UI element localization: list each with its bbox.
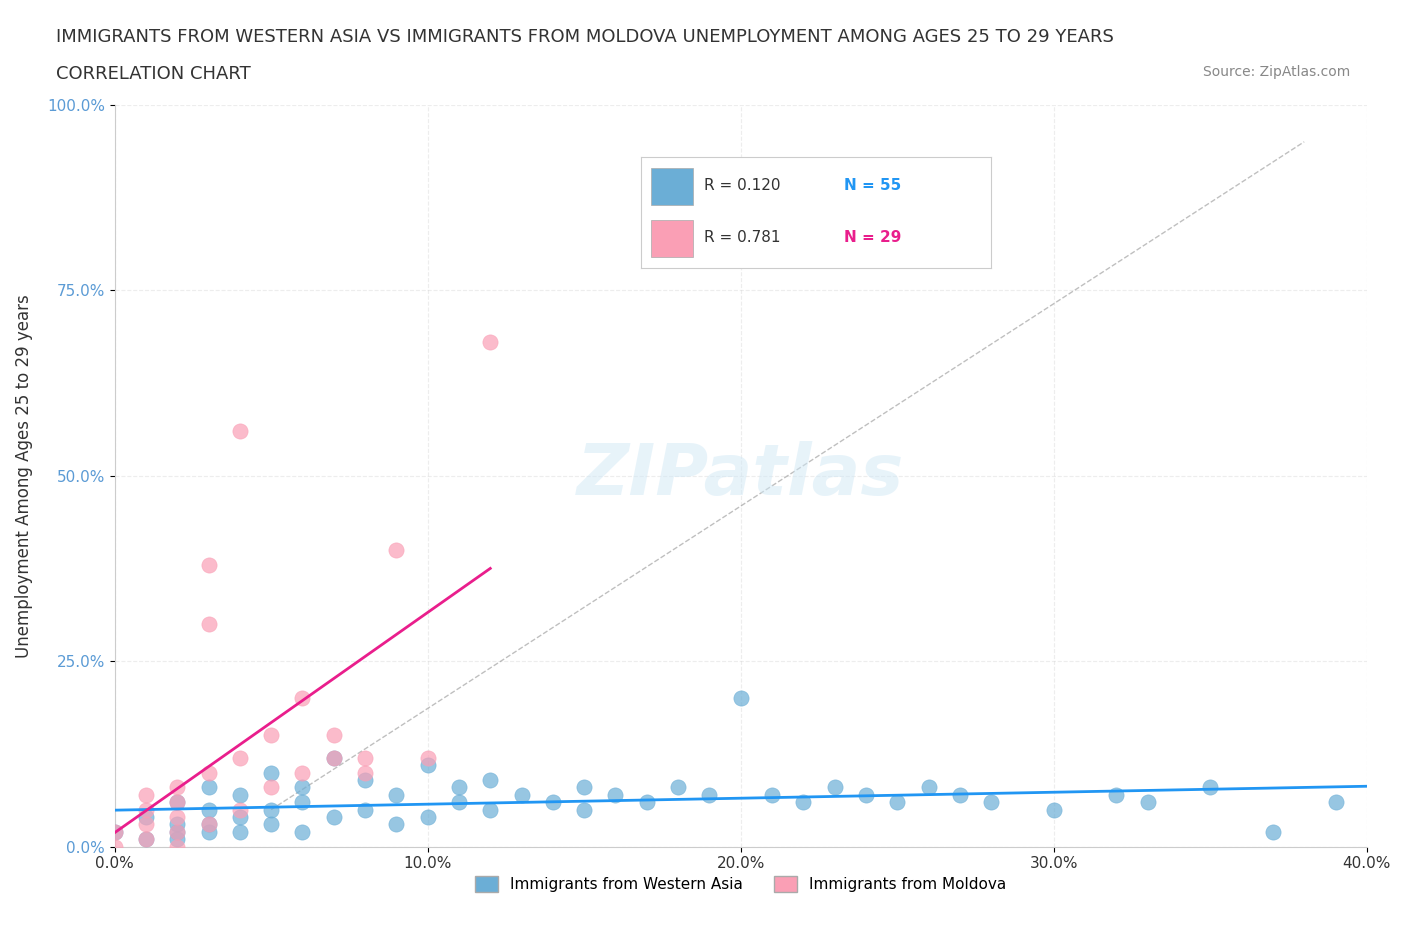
- Point: [260, 817, 283, 832]
- Point: [1261, 825, 1284, 840]
- Point: [354, 765, 377, 780]
- Point: [104, 839, 127, 854]
- Point: [636, 795, 658, 810]
- Point: [291, 691, 314, 706]
- Point: [260, 728, 283, 743]
- Point: [980, 795, 1002, 810]
- Point: [166, 817, 188, 832]
- Point: [666, 780, 689, 795]
- Point: [479, 335, 502, 350]
- Point: [229, 825, 252, 840]
- Point: [135, 817, 157, 832]
- Point: [291, 795, 314, 810]
- Point: [699, 788, 721, 803]
- Point: [135, 832, 157, 847]
- Point: [104, 825, 127, 840]
- Point: [385, 817, 408, 832]
- Point: [135, 788, 157, 803]
- Point: [730, 691, 752, 706]
- Point: [229, 788, 252, 803]
- Point: [166, 825, 188, 840]
- Point: [354, 803, 377, 817]
- Legend: Immigrants from Western Asia, Immigrants from Moldova: Immigrants from Western Asia, Immigrants…: [470, 870, 1012, 898]
- Point: [572, 780, 595, 795]
- Point: [605, 788, 627, 803]
- Point: [229, 751, 252, 765]
- Point: [197, 825, 219, 840]
- Point: [166, 810, 188, 825]
- Point: [322, 751, 344, 765]
- Point: [354, 773, 377, 788]
- Point: [322, 728, 344, 743]
- Point: [135, 832, 157, 847]
- Point: [855, 788, 877, 803]
- Point: [1199, 780, 1222, 795]
- Point: [510, 788, 533, 803]
- Point: [166, 780, 188, 795]
- Point: [447, 795, 470, 810]
- Point: [260, 780, 283, 795]
- Point: [824, 780, 846, 795]
- Point: [416, 810, 439, 825]
- Y-axis label: Unemployment Among Ages 25 to 29 years: Unemployment Among Ages 25 to 29 years: [15, 294, 32, 658]
- Point: [135, 810, 157, 825]
- Point: [385, 542, 408, 557]
- Text: Source: ZipAtlas.com: Source: ZipAtlas.com: [1202, 65, 1350, 79]
- Point: [166, 795, 188, 810]
- Point: [260, 803, 283, 817]
- Point: [322, 751, 344, 765]
- Point: [197, 780, 219, 795]
- Point: [229, 810, 252, 825]
- Point: [166, 825, 188, 840]
- Point: [572, 803, 595, 817]
- Point: [479, 803, 502, 817]
- Text: ZIPatlas: ZIPatlas: [576, 441, 904, 511]
- Point: [354, 751, 377, 765]
- Point: [1105, 788, 1128, 803]
- Point: [416, 758, 439, 773]
- Point: [197, 817, 219, 832]
- Point: [761, 788, 783, 803]
- Text: IMMIGRANTS FROM WESTERN ASIA VS IMMIGRANTS FROM MOLDOVA UNEMPLOYMENT AMONG AGES : IMMIGRANTS FROM WESTERN ASIA VS IMMIGRAN…: [56, 28, 1114, 46]
- Point: [385, 788, 408, 803]
- Point: [447, 780, 470, 795]
- Point: [1042, 803, 1064, 817]
- Point: [541, 795, 564, 810]
- Point: [886, 795, 908, 810]
- Point: [416, 751, 439, 765]
- Text: CORRELATION CHART: CORRELATION CHART: [56, 65, 252, 83]
- Point: [1324, 795, 1347, 810]
- Point: [949, 788, 972, 803]
- Point: [197, 557, 219, 572]
- Point: [229, 424, 252, 439]
- Point: [197, 617, 219, 631]
- Point: [291, 825, 314, 840]
- Point: [135, 803, 157, 817]
- Point: [260, 765, 283, 780]
- Point: [166, 832, 188, 847]
- Point: [166, 795, 188, 810]
- Point: [917, 780, 939, 795]
- Point: [479, 773, 502, 788]
- Point: [792, 795, 814, 810]
- Point: [291, 780, 314, 795]
- Point: [104, 825, 127, 840]
- Point: [291, 765, 314, 780]
- Point: [197, 817, 219, 832]
- Point: [1136, 795, 1159, 810]
- Point: [229, 803, 252, 817]
- Point: [322, 810, 344, 825]
- Point: [197, 765, 219, 780]
- Point: [166, 839, 188, 854]
- Point: [197, 803, 219, 817]
